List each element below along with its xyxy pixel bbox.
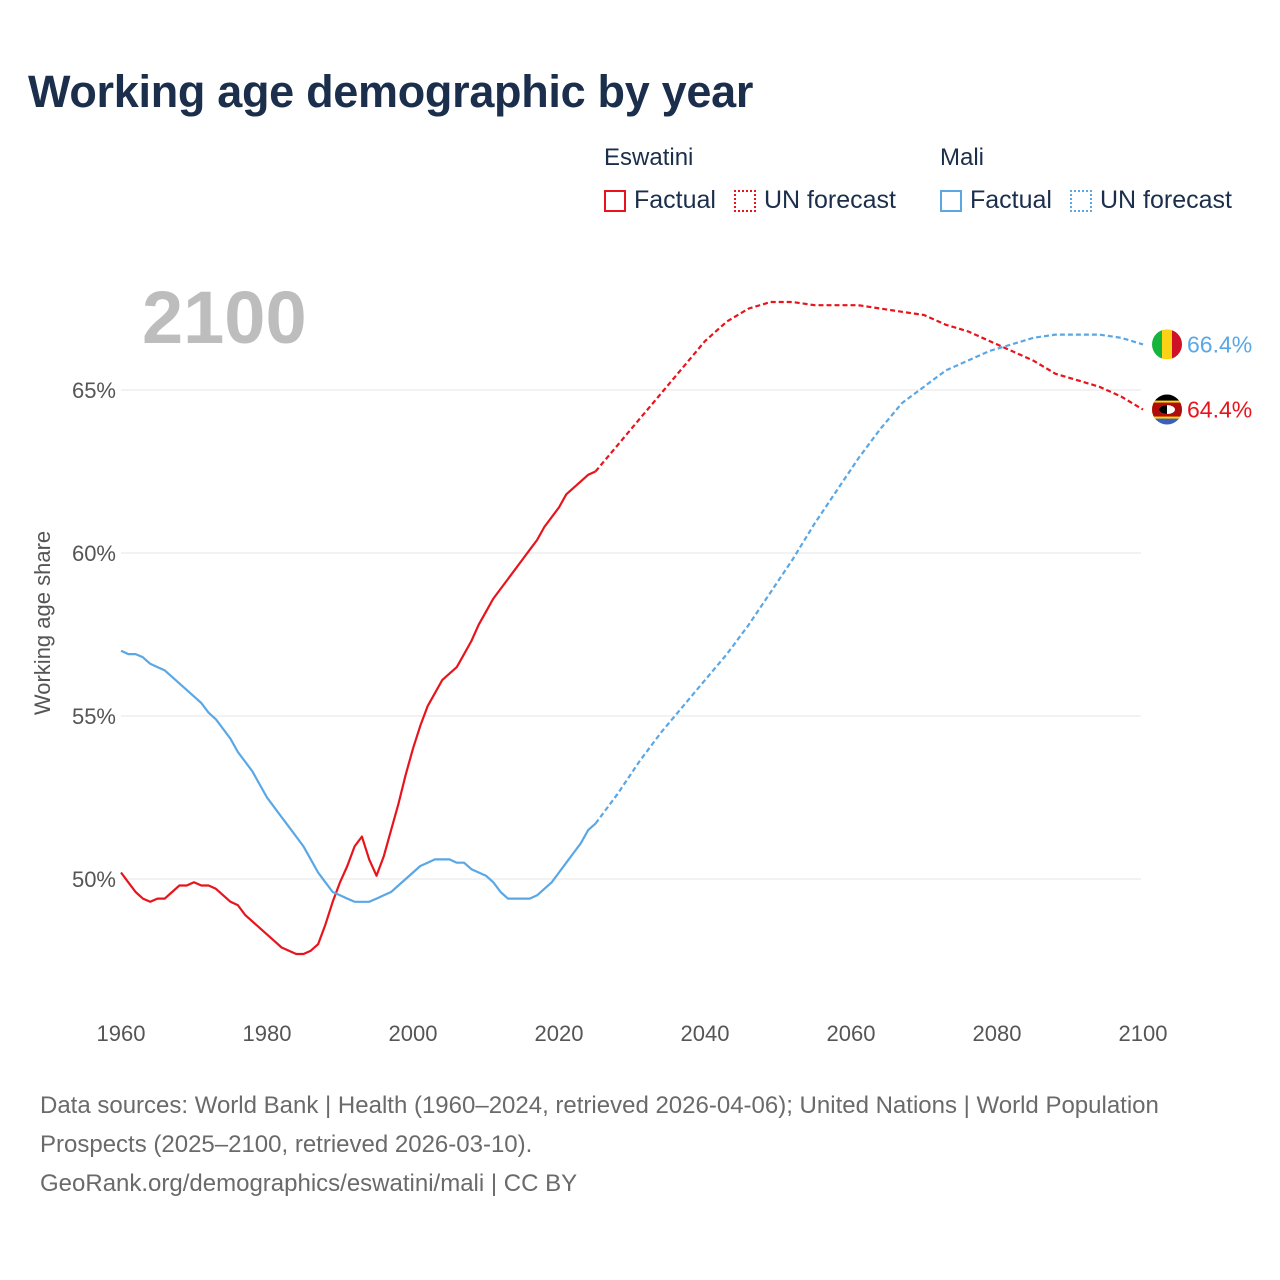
legend-swatch-solid <box>940 189 962 212</box>
legend-label-forecast: UN forecast <box>1099 186 1232 214</box>
x-tick-label: 2000 <box>389 1021 438 1046</box>
series-lines <box>120 300 1144 956</box>
y-tick-label: 60% <box>72 541 116 566</box>
mali-flag-icon <box>1152 329 1182 360</box>
legend-item-factual[interactable]: Factual <box>940 186 1052 215</box>
legend-swatch-dotted <box>1069 189 1092 212</box>
mali-factual-line <box>120 649 597 903</box>
eswatini-factual-line <box>120 470 596 956</box>
x-tick-label: 1960 <box>97 1021 146 1046</box>
legend-country-name: Eswatini <box>604 144 694 171</box>
x-tick-label: 2040 <box>681 1021 730 1046</box>
y-axis-ticks: 50% 55% 60% 65% <box>72 378 116 892</box>
legend-item-factual[interactable]: Factual <box>604 186 716 215</box>
attribution-link[interactable]: GeoRank.org/demographics/eswatini/mali |… <box>40 1170 578 1197</box>
series-end-markers: 64.4% 66.4% <box>1152 329 1252 425</box>
eswatini-end-value-label: 64.4% <box>1187 397 1252 423</box>
legend-swatch-solid <box>604 189 626 212</box>
legend-label-factual: Factual <box>634 186 716 214</box>
data-sources-text: Data sources: World Bank | Health (1960–… <box>40 1092 1159 1158</box>
x-tick-label: 2060 <box>827 1021 876 1046</box>
y-axis-label: Working age share <box>30 531 55 715</box>
eswatini-forecast-line <box>594 300 1144 473</box>
x-tick-label: 2080 <box>973 1021 1022 1046</box>
legend-item-forecast[interactable]: UN forecast <box>733 186 896 215</box>
mali-end-value-label: 66.4% <box>1187 331 1252 357</box>
y-tick-label: 55% <box>72 704 116 729</box>
footer: Data sources: World Bank | Health (1960–… <box>40 1086 1200 1203</box>
x-tick-label: 1980 <box>243 1021 292 1046</box>
legend-group-eswatini: Eswatini Factual UN forecast <box>604 144 914 215</box>
legend-item-forecast[interactable]: UN forecast <box>1069 186 1232 215</box>
legend-country-name: Mali <box>940 144 985 171</box>
legend-label-factual: Factual <box>970 186 1052 214</box>
x-tick-label: 2020 <box>535 1021 584 1046</box>
legend-swatch-dotted <box>733 189 756 212</box>
mali-forecast-line <box>594 333 1144 825</box>
x-axis-ticks: 1960 1980 2000 2020 2040 2060 2080 2100 <box>97 1021 1168 1046</box>
y-tick-label: 50% <box>72 867 116 892</box>
line-chart: 2100 Working age share 50% 55% 60% 65% 1960… <box>30 276 1252 1046</box>
legend-group-mali: Mali Factual UN forecast <box>940 144 1250 215</box>
gridlines <box>121 389 1141 880</box>
chart-title: Working age demographic by year <box>28 66 754 117</box>
eswatini-flag-icon <box>1152 394 1182 425</box>
legend-label-forecast: UN forecast <box>763 186 896 214</box>
year-label: 2100 <box>142 276 307 359</box>
y-tick-label: 65% <box>72 378 116 403</box>
x-tick-label: 2100 <box>1119 1021 1168 1046</box>
